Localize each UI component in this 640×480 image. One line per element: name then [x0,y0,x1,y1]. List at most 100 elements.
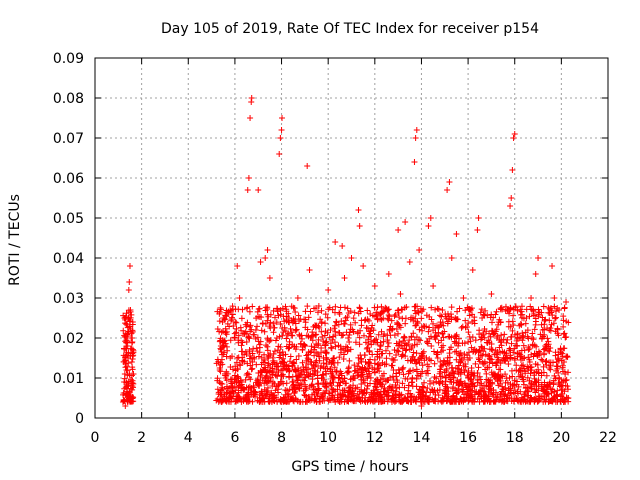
data-point [442,378,449,385]
data-point [507,354,514,361]
data-point [311,371,318,377]
data-point [230,322,237,329]
data-point [330,360,337,367]
data-point [548,307,555,314]
data-point [248,391,255,398]
data-point [475,390,482,397]
data-point [401,384,408,391]
data-point [345,310,352,317]
data-point [533,343,540,350]
data-point [330,386,337,393]
data-point [340,331,347,338]
data-point [235,374,242,381]
data-point [291,360,298,367]
data-point [490,398,497,405]
data-point [344,313,351,320]
data-point [518,308,525,315]
data-point [434,349,441,356]
data-point [379,350,386,357]
data-point [457,395,464,402]
data-point [308,358,315,365]
data-point [531,326,538,333]
data-point [410,349,417,356]
data-point [423,392,430,399]
data-point [266,323,273,330]
data-points [119,95,572,409]
data-point [525,354,532,361]
data-point [426,324,433,331]
data-point [544,335,551,342]
data-point [341,321,348,328]
data-point [552,314,559,321]
data-point [302,392,309,399]
data-point [218,329,225,336]
data-point [123,321,130,328]
data-point [465,374,472,381]
data-point [560,395,567,402]
data-point [455,342,462,349]
data-point [524,374,531,381]
data-point [309,329,316,336]
data-point [541,326,548,333]
data-point [510,135,517,141]
data-point [329,376,336,383]
data-point [549,263,556,269]
data-point [524,363,531,370]
data-point [267,319,274,326]
data-point [339,243,346,249]
data-point [234,355,241,362]
data-point [377,362,384,369]
data-point [542,358,549,365]
data-point [301,377,308,384]
data-point [305,361,312,368]
data-point [430,327,437,334]
data-point [353,394,360,401]
data-point [290,315,297,322]
data-point [337,390,344,397]
data-point [242,321,249,328]
data-point [362,316,369,323]
data-point [371,360,378,367]
data-point [398,306,405,313]
data-point [122,355,129,361]
data-point [233,398,240,405]
data-point [513,337,520,344]
data-point [127,307,134,313]
data-point [129,328,136,335]
data-point [560,323,567,330]
data-point [532,360,539,367]
data-point [463,394,470,401]
data-point [503,375,510,382]
data-point [292,309,299,316]
data-point [326,334,333,341]
data-point [120,327,127,334]
data-point [543,361,550,368]
data-point [408,398,415,405]
data-point [293,356,300,363]
data-point [548,398,555,405]
data-point [273,366,280,373]
data-point [241,358,248,365]
data-point [402,219,409,225]
data-point [216,318,223,325]
data-point [247,322,254,329]
data-point [129,339,136,345]
data-point [439,330,446,337]
data-point [286,358,293,365]
data-point [437,397,444,404]
chart-title: Day 105 of 2019, Rate Of TEC Index for r… [161,21,539,37]
data-point [457,352,464,359]
data-point [274,386,281,393]
data-point [388,317,395,324]
data-point [419,362,426,369]
data-point [322,349,329,356]
data-point [483,339,490,346]
data-point [487,314,494,321]
data-point [431,360,438,367]
data-point [219,351,226,358]
data-point [476,331,483,338]
data-point [229,306,236,313]
data-point [466,392,473,399]
data-point [294,295,301,301]
data-point [493,308,500,315]
